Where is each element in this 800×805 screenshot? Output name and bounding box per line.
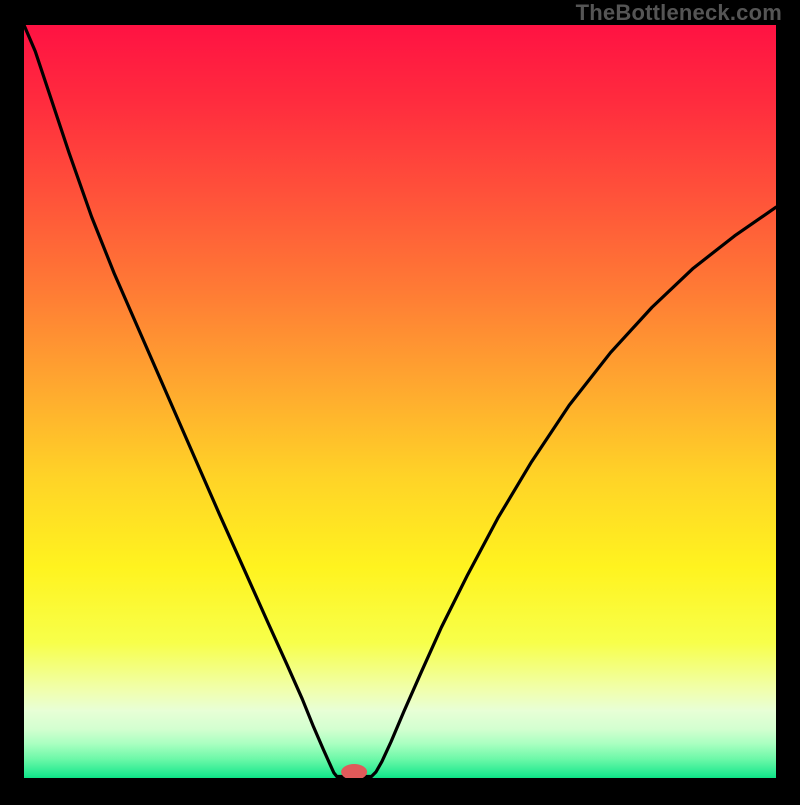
- optimal-marker: [341, 764, 367, 780]
- chart-background: [24, 25, 776, 778]
- chart-frame: TheBottleneck.com: [0, 0, 800, 800]
- watermark-text: TheBottleneck.com: [576, 0, 782, 26]
- bottleneck-chart: [0, 0, 800, 800]
